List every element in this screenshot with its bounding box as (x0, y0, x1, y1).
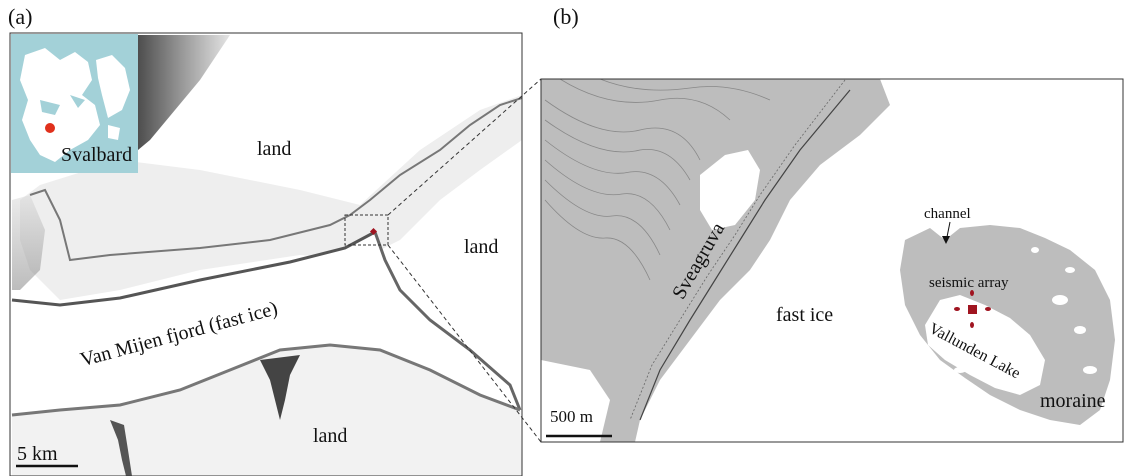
panel-a-frame (9, 32, 523, 476)
panel-b-frame (540, 78, 1124, 443)
scale-label-b: 500 m (550, 407, 593, 426)
land-label-south: land (313, 425, 348, 447)
panel-b-map (541, 79, 1123, 442)
small-lake (700, 150, 760, 230)
southwest-river (110, 420, 132, 476)
scale-label-a: 5 km (17, 443, 58, 465)
seismic-array-label: seismic array (929, 275, 1009, 291)
contour-lines (544, 79, 771, 281)
terrain-west (12, 195, 45, 290)
panel-b-label: (b) (553, 4, 579, 29)
east-arm-shoreline (373, 231, 522, 411)
terrain-north-shore (20, 95, 522, 300)
south-peninsula (260, 355, 300, 420)
panel-a-label: (a) (8, 4, 33, 29)
moraine-ponds (954, 247, 1097, 374)
zoom-box (344, 214, 389, 246)
panel-a-map (10, 33, 522, 476)
terrain-south (12, 345, 522, 476)
white-patch-bottom (541, 360, 610, 442)
north-shoreline (11, 230, 376, 307)
fast-ice-label: fast ice (776, 304, 834, 326)
channel-label: channel (924, 206, 971, 222)
site-marker (369, 227, 378, 236)
seismic-array (954, 290, 991, 328)
location-dot (45, 123, 55, 133)
road (639, 89, 851, 421)
west-land (541, 79, 890, 442)
inset-svalbard-label: Svalbard (61, 144, 133, 166)
svalbard-inset (11, 34, 138, 173)
terrain-northwest (138, 35, 230, 150)
north-shore-upper (29, 97, 522, 262)
south-shoreline (11, 343, 521, 417)
vallunden-lake (925, 295, 1045, 395)
connector-top (387, 78, 542, 216)
moraine-label: moraine (1040, 390, 1106, 412)
land-label-east: land (464, 236, 499, 258)
land-label-north: land (257, 138, 292, 160)
